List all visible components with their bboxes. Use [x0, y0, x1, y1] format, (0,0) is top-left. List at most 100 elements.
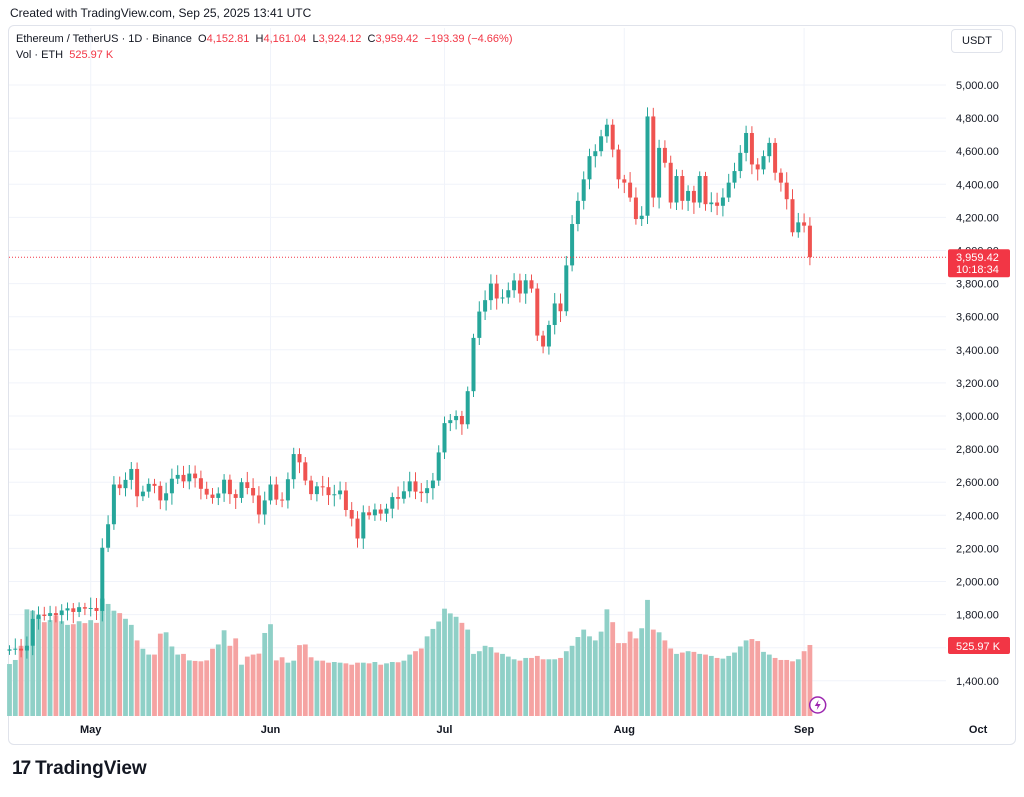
candle[interactable] [239, 478, 244, 503]
candle[interactable] [355, 511, 360, 548]
candle[interactable] [71, 603, 76, 624]
candle[interactable] [784, 172, 789, 210]
candle[interactable] [129, 462, 134, 490]
candle[interactable] [720, 188, 725, 217]
candle[interactable] [13, 638, 18, 655]
candle[interactable] [175, 465, 180, 485]
candle[interactable] [459, 410, 464, 435]
candle[interactable] [616, 144, 621, 189]
candle[interactable] [94, 598, 99, 621]
candle[interactable] [802, 213, 807, 233]
candle[interactable] [140, 485, 145, 502]
candle[interactable] [633, 187, 638, 225]
candle[interactable] [274, 476, 279, 506]
candle[interactable] [523, 274, 528, 304]
candle[interactable] [535, 283, 540, 342]
candle[interactable] [280, 492, 285, 508]
candle[interactable] [454, 410, 459, 430]
candle[interactable] [419, 483, 424, 502]
candle[interactable] [82, 602, 87, 616]
candle[interactable] [88, 597, 93, 617]
candle[interactable] [767, 137, 772, 163]
candle[interactable] [106, 515, 111, 553]
candle[interactable] [349, 502, 354, 527]
candle[interactable] [668, 155, 673, 209]
candle[interactable] [425, 480, 430, 504]
candle[interactable] [309, 475, 314, 501]
candle[interactable] [691, 185, 696, 214]
candle[interactable] [152, 478, 157, 494]
candle[interactable] [703, 171, 708, 211]
candle[interactable] [465, 386, 470, 429]
candle[interactable] [30, 610, 35, 656]
candle[interactable] [761, 150, 766, 175]
candle[interactable] [715, 192, 720, 216]
currency-unit-button[interactable]: USDT [951, 29, 1003, 53]
candle[interactable] [593, 144, 598, 168]
candle[interactable] [506, 282, 511, 304]
candle[interactable] [314, 482, 319, 502]
candle[interactable] [343, 482, 348, 517]
candle[interactable] [198, 470, 203, 500]
candle[interactable] [471, 333, 476, 397]
candle[interactable] [401, 481, 406, 504]
candle[interactable] [222, 474, 227, 502]
candle[interactable] [645, 107, 650, 225]
candle[interactable] [390, 492, 395, 519]
candle[interactable] [36, 606, 41, 630]
candle[interactable] [674, 169, 679, 210]
candle[interactable] [262, 491, 267, 525]
candle[interactable] [546, 320, 551, 355]
candle[interactable] [332, 484, 337, 507]
candle[interactable] [552, 293, 557, 335]
candle[interactable] [59, 604, 64, 624]
candle[interactable] [187, 464, 192, 490]
candle[interactable] [430, 472, 435, 500]
candle[interactable] [442, 416, 447, 460]
candle[interactable] [7, 645, 12, 655]
candle[interactable] [169, 468, 174, 505]
candle[interactable] [651, 107, 656, 208]
candle[interactable] [610, 119, 615, 158]
candle[interactable] [164, 482, 169, 511]
candle[interactable] [413, 472, 418, 500]
candle[interactable] [384, 503, 389, 522]
candle[interactable] [436, 445, 441, 486]
candle[interactable] [135, 462, 140, 508]
candle[interactable] [662, 140, 667, 168]
candle[interactable] [738, 145, 743, 179]
candle[interactable] [181, 465, 186, 488]
candle[interactable] [686, 185, 691, 211]
candle[interactable] [53, 606, 58, 623]
candle[interactable] [796, 212, 801, 238]
candle[interactable] [245, 471, 250, 495]
candle[interactable] [575, 192, 580, 232]
candle[interactable] [227, 474, 232, 504]
candle[interactable] [732, 162, 737, 189]
candle[interactable] [773, 138, 778, 181]
candle[interactable] [778, 168, 783, 192]
candle[interactable] [680, 169, 685, 210]
candle[interactable] [477, 301, 482, 346]
candle[interactable] [564, 255, 569, 316]
candle[interactable] [581, 171, 586, 210]
candle[interactable] [517, 273, 522, 303]
candle[interactable] [709, 192, 714, 213]
candle[interactable] [541, 330, 546, 354]
candle[interactable] [790, 189, 795, 237]
candle[interactable] [372, 503, 377, 521]
candle[interactable] [48, 605, 53, 622]
candle[interactable] [303, 457, 308, 486]
candle[interactable] [378, 504, 383, 521]
candle[interactable] [697, 171, 702, 208]
candle[interactable] [100, 538, 105, 622]
candle[interactable] [210, 487, 215, 504]
candle[interactable] [297, 448, 302, 474]
candle[interactable] [338, 481, 343, 500]
candle[interactable] [24, 636, 29, 659]
candle[interactable] [117, 476, 122, 496]
candle[interactable] [42, 606, 47, 621]
candle[interactable] [193, 465, 198, 488]
candle[interactable] [529, 274, 534, 293]
